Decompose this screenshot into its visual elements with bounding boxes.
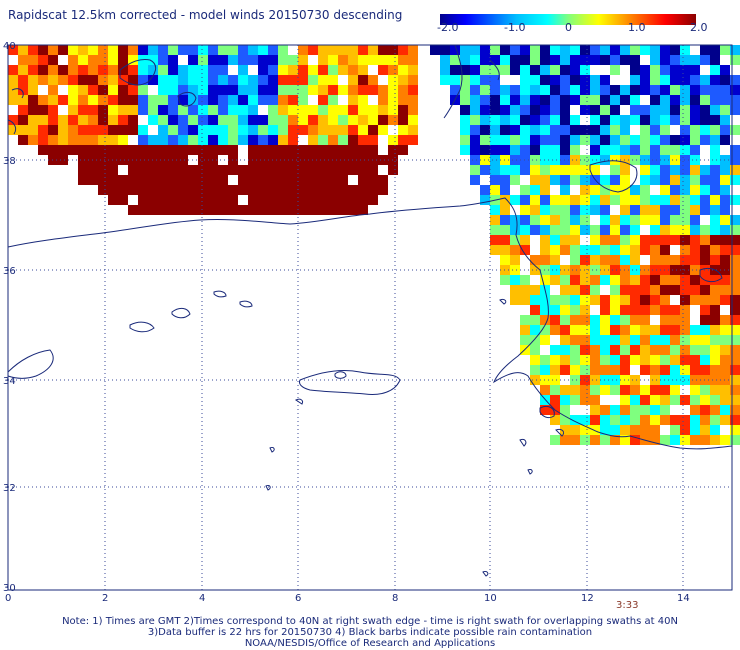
colorbar-tick: 1.0 bbox=[628, 21, 646, 34]
lon-label: 6 bbox=[295, 593, 301, 604]
lon-label: 12 bbox=[581, 593, 594, 604]
lat-label: 30 bbox=[3, 583, 16, 594]
lon-label: 10 bbox=[484, 593, 497, 604]
colorbar-gradient bbox=[440, 14, 696, 25]
lon-label: 8 bbox=[392, 593, 398, 604]
lon-label: 2 bbox=[102, 593, 108, 604]
colorbar-tick: 2.0 bbox=[690, 21, 708, 34]
lat-label: 40 bbox=[3, 41, 16, 52]
lat-label: 36 bbox=[3, 266, 16, 277]
lat-label: 34 bbox=[3, 376, 16, 387]
colorbar-tick: -2.0 bbox=[437, 21, 459, 34]
lon-label: 0 bbox=[5, 593, 11, 604]
map-title: Rapidscat 12.5km corrected - model winds… bbox=[8, 8, 403, 22]
lat-label: 38 bbox=[3, 156, 16, 167]
note-line-1: Note: 1) Times are GMT 2)Times correspon… bbox=[62, 616, 678, 627]
note-line-2: 3)Data buffer is 22 hrs for 20150730 4) … bbox=[147, 627, 593, 638]
swath-time-label: 3:33 bbox=[616, 600, 639, 611]
lat-label: 32 bbox=[3, 483, 16, 494]
colorbar bbox=[440, 10, 696, 25]
lon-label: 14 bbox=[677, 593, 690, 604]
colorbar-tick: 0 bbox=[565, 21, 572, 34]
wind-difference-cells bbox=[8, 45, 740, 445]
graticule bbox=[8, 45, 732, 590]
longitude-labels: 0 2 4 6 8 10 12 14 bbox=[5, 593, 690, 604]
map-frame bbox=[7, 44, 733, 591]
latitude-labels: 40 38 36 34 32 30 bbox=[3, 41, 16, 594]
lon-label: 4 bbox=[199, 593, 205, 604]
colorbar-tick: -1.0 bbox=[504, 21, 526, 34]
note-line-3: NOAA/NESDIS/Office of Research and Appli… bbox=[244, 638, 496, 649]
coastlines bbox=[7, 44, 733, 577]
